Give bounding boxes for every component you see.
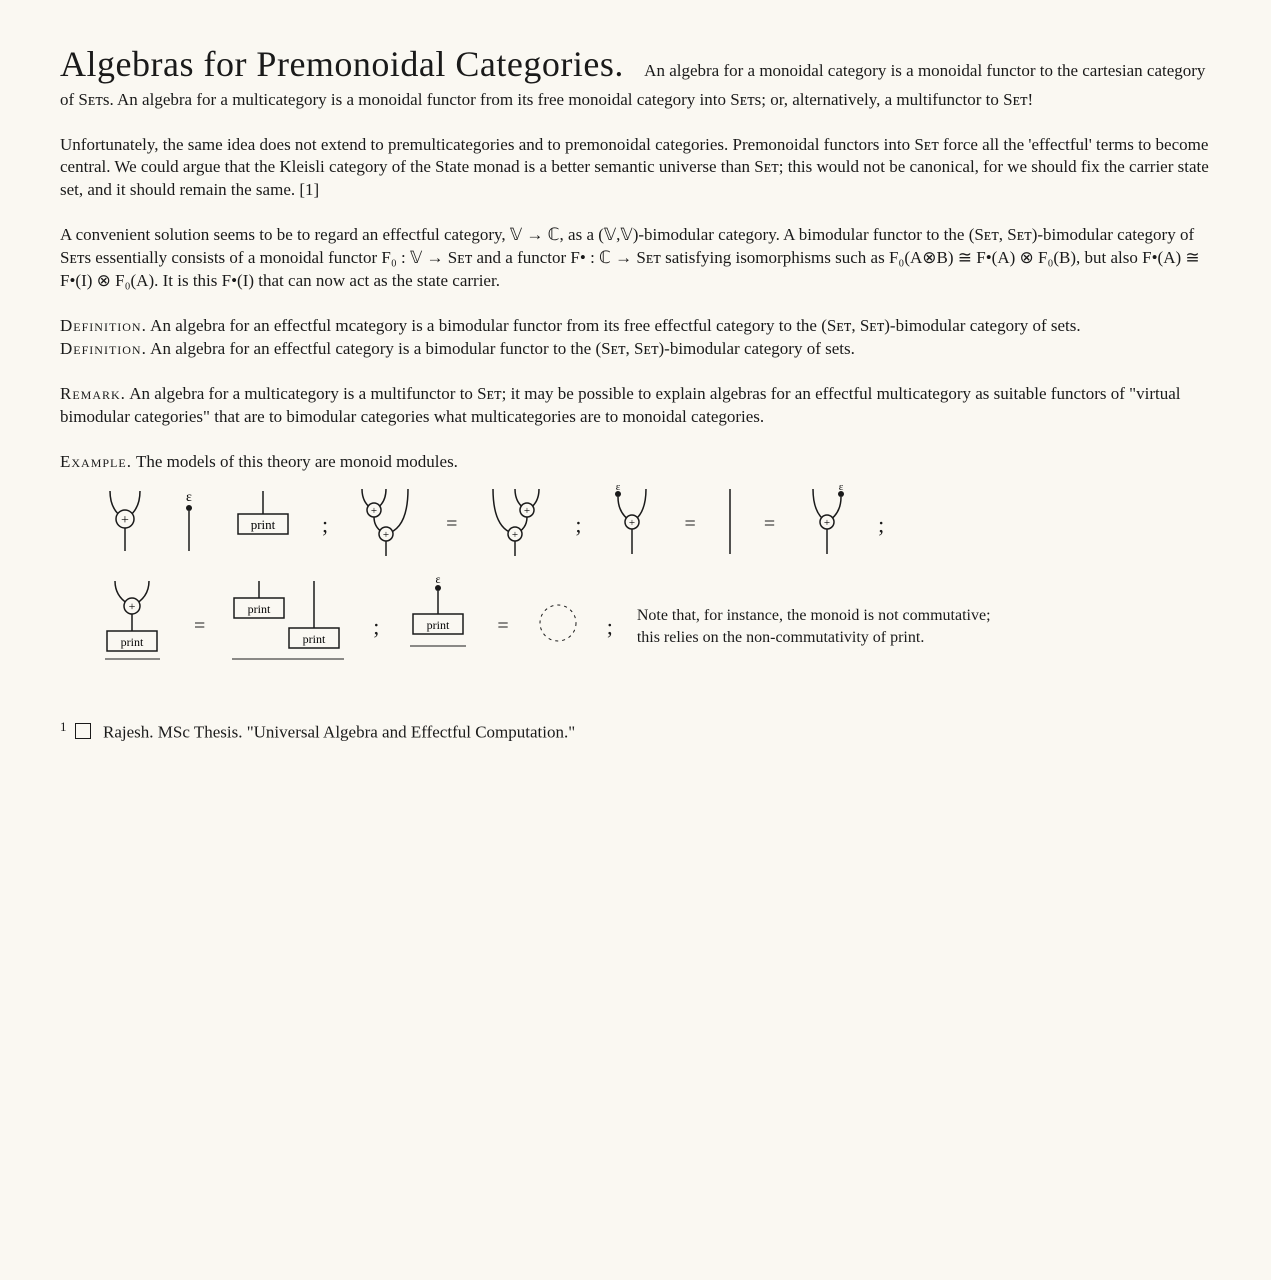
svg-text:+: + <box>383 529 389 541</box>
svg-text:+: + <box>628 517 634 529</box>
semi-2: ; <box>575 510 581 540</box>
svg-text:print: print <box>248 602 271 616</box>
print-label: print <box>251 517 276 532</box>
diagram-unit-r: ε + <box>799 484 854 566</box>
diagram-row-2: + print = print print ; ε print <box>100 576 1211 678</box>
footnote: 1 Rajesh. MSc Thesis. "Universal Algebra… <box>60 718 1211 745</box>
checkbox-icon <box>75 723 91 739</box>
svg-text:+: + <box>129 599 136 613</box>
diagram-plus-print: + print <box>100 576 170 678</box>
title-paragraph: Algebras for Premonoidal Categories. An … <box>60 40 1211 112</box>
semi-5: ; <box>607 612 613 642</box>
paragraph-2: Unfortunately, the same idea does not ex… <box>60 134 1211 203</box>
diagram-unit-l: ε + <box>606 484 661 566</box>
svg-text:print: print <box>427 618 450 632</box>
diagram-unit-id <box>720 484 740 566</box>
example-text: The models of this theory are monoid mod… <box>136 452 458 471</box>
svg-text:print: print <box>303 632 326 646</box>
definition-1: Definition. An algebra for an effectful … <box>60 315 1211 361</box>
diagram-assoc-r: + + <box>481 484 551 566</box>
semi-1: ; <box>322 510 328 540</box>
definition-text-2: An algebra for an effectful category is … <box>150 339 855 358</box>
example-note: Note that, for instance, the monoid is n… <box>637 605 997 648</box>
diagram-eps-gen: ε <box>174 486 204 563</box>
diagram-row-1: + ε print ; + + = <box>100 484 1211 566</box>
semi-3: ; <box>878 510 884 540</box>
diagram-plus-gen: + <box>100 486 150 563</box>
svg-text:+: + <box>524 505 530 517</box>
plus-label: + <box>121 513 129 528</box>
svg-text:ε: ε <box>839 481 844 493</box>
definition-label-1: Definition. <box>60 316 147 335</box>
svg-text:+: + <box>824 517 830 529</box>
print-label-2: print <box>121 635 144 649</box>
page-title: Algebras for Premonoidal Categories. <box>60 44 624 84</box>
eq-5: = <box>497 613 508 640</box>
semi-4: ; <box>373 612 379 642</box>
footnote-text: Rajesh. MSc Thesis. "Universal Algebra a… <box>103 722 575 741</box>
eq-3: = <box>764 511 775 538</box>
diagram-eps-print: ε print <box>403 576 473 678</box>
eps-label: ε <box>186 490 192 505</box>
diagram-empty <box>533 593 583 660</box>
svg-text:ε: ε <box>615 481 620 493</box>
svg-text:+: + <box>512 529 518 541</box>
remark-label: Remark. <box>60 384 126 403</box>
example-header: Example. The models of this theory are m… <box>60 451 1211 474</box>
definition-label-2: Definition. <box>60 339 147 358</box>
svg-text:ε: ε <box>436 572 441 586</box>
eq-1: = <box>446 511 457 538</box>
definition-text-1: An algebra for an effectful mcategory is… <box>150 316 1080 335</box>
example-label: Example. <box>60 452 132 471</box>
footnote-marker: 1 <box>60 719 67 734</box>
svg-text:+: + <box>371 505 377 517</box>
remark-text: An algebra for a multicategory is a mult… <box>60 384 1180 426</box>
eq-4: = <box>194 613 205 640</box>
paragraph-3: A convenient solution seems to be to reg… <box>60 224 1211 293</box>
diagram-print-gen: print <box>228 486 298 563</box>
diagram-print-print: print print <box>229 576 349 678</box>
remark-block: Remark. An algebra for a multicategory i… <box>60 383 1211 429</box>
eq-2: = <box>685 511 696 538</box>
diagram-assoc-l: + + <box>352 484 422 566</box>
